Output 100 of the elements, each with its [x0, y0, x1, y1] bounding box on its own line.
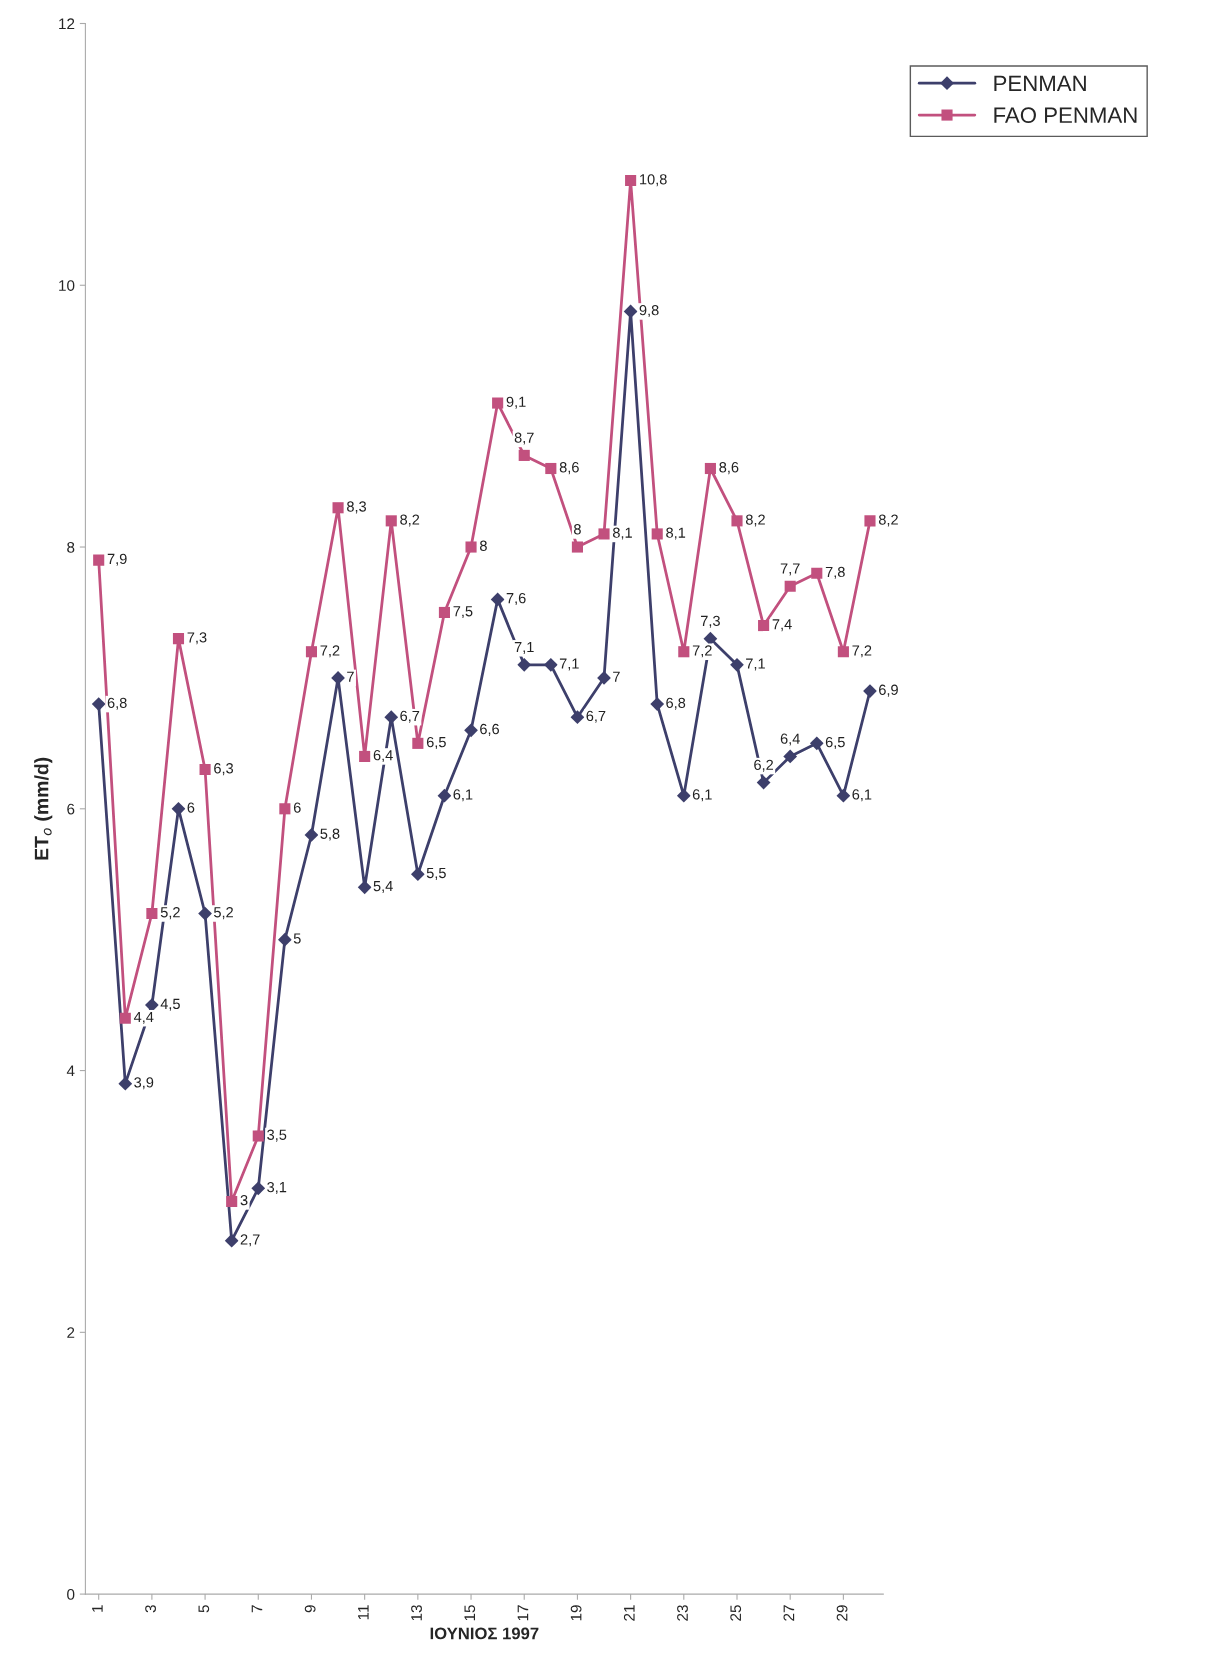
point	[277, 932, 292, 947]
point	[864, 515, 876, 527]
data-label: 8,2	[745, 514, 765, 527]
data-label: 4,4	[133, 1011, 154, 1024]
point	[570, 710, 585, 725]
point	[756, 775, 771, 790]
data-label: 8,3	[347, 501, 367, 514]
y-tick-label: 10	[59, 280, 75, 291]
data-label: 6,7	[400, 710, 420, 723]
data-label: 6,5	[825, 736, 845, 749]
point	[145, 998, 159, 1012]
point	[543, 657, 558, 672]
legend-label: PENMAN	[994, 75, 1086, 92]
x-tick-label: 1	[92, 1605, 103, 1612]
x-tick-label: 19	[570, 1605, 582, 1621]
point	[226, 1195, 238, 1207]
y-tick-label: 12	[59, 18, 75, 30]
x-tick-label: 25	[730, 1605, 742, 1621]
point	[385, 515, 397, 527]
y-tick-label: 0	[67, 1588, 75, 1600]
data-label: 5	[293, 933, 301, 944]
data-label: 6,3	[214, 763, 234, 776]
data-label: 7	[347, 671, 354, 682]
point	[492, 397, 504, 409]
data-label: 6,6	[480, 723, 500, 736]
data-label: 6,7	[586, 710, 606, 723]
data-label: 7,3	[187, 632, 207, 645]
data-label: 6,9	[879, 684, 898, 697]
point	[172, 633, 185, 645]
point	[650, 697, 665, 711]
data-label: 8	[480, 540, 487, 551]
point	[784, 580, 796, 592]
point	[146, 907, 158, 920]
point	[837, 646, 849, 658]
point	[518, 449, 530, 461]
point	[199, 763, 211, 776]
x-tick-label: 15	[464, 1605, 476, 1621]
data-label: 6,1	[692, 789, 712, 802]
data-label: 6,8	[666, 697, 686, 710]
x-tick-label: 7	[251, 1605, 263, 1613]
point	[279, 803, 291, 815]
data-label: 7,2	[852, 645, 872, 658]
point	[331, 671, 345, 685]
x-tick-label: 13	[411, 1605, 422, 1621]
point	[598, 528, 610, 540]
data-label: 7,1	[559, 658, 579, 671]
point	[171, 801, 186, 816]
point	[465, 541, 477, 553]
data-label: 5,2	[160, 907, 180, 920]
point	[678, 646, 690, 658]
data-label: 6,4	[780, 733, 800, 746]
point	[251, 1181, 266, 1196]
data-label: 7,5	[453, 606, 473, 619]
data-label: 8,2	[878, 514, 898, 527]
data-label: 6	[293, 802, 301, 813]
data-label: 7,9	[107, 553, 127, 566]
point	[625, 175, 637, 187]
data-label: 6,8	[107, 697, 127, 710]
x-tick-label: 3	[145, 1605, 156, 1613]
data-label: 8,1	[612, 527, 632, 540]
data-label: 8,6	[719, 462, 739, 475]
point	[730, 657, 744, 672]
point	[93, 554, 105, 566]
data-label: 5,8	[320, 828, 340, 841]
y-axis-title: ET$_{o}$ (mm/d)	[34, 757, 53, 860]
data-label: 7,1	[514, 642, 534, 654]
point	[758, 620, 770, 632]
data-label: 7,3	[701, 615, 720, 628]
point	[464, 723, 478, 738]
point	[623, 304, 638, 319]
point	[437, 788, 452, 803]
data-label: 7,7	[780, 563, 800, 576]
point	[412, 737, 424, 749]
point	[119, 1012, 131, 1024]
data-label: 8,6	[559, 462, 579, 475]
point	[332, 502, 344, 514]
point	[731, 515, 743, 527]
data-label: 7,2	[692, 645, 712, 658]
point	[305, 646, 318, 658]
data-label: 7,4	[772, 619, 792, 632]
x-tick-label: 21	[623, 1605, 635, 1621]
data-label: 10,8	[640, 174, 667, 187]
data-label: 2,7	[240, 1234, 260, 1247]
data-label: 9,8	[639, 305, 659, 318]
data-label: 8	[574, 524, 581, 535]
x-tick-label: 9	[304, 1605, 316, 1613]
data-label: 5,4	[373, 881, 393, 893]
x-tick-label: 27	[783, 1605, 795, 1621]
data-label: 6,2	[754, 759, 773, 772]
point	[490, 592, 505, 607]
point	[224, 1233, 239, 1248]
point	[304, 828, 319, 842]
data-label: 8,2	[400, 514, 420, 527]
point	[783, 749, 798, 764]
point	[704, 462, 716, 475]
point	[252, 1130, 264, 1142]
point	[651, 528, 663, 540]
x-tick-label: 11	[358, 1605, 369, 1620]
y-tick-label: 6	[67, 803, 75, 815]
y-tick-label: 2	[67, 1327, 75, 1338]
